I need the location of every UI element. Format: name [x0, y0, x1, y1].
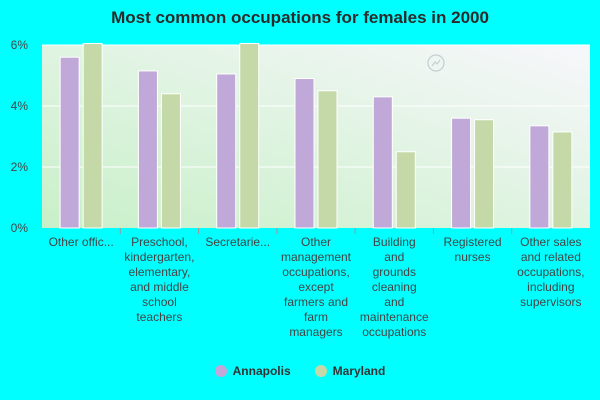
bar-maryland [160, 93, 181, 229]
city-data-watermark [427, 54, 445, 72]
y-tick-label: 0% [11, 221, 29, 235]
plot-area [42, 45, 590, 228]
legend-label-maryland: Maryland [332, 364, 386, 378]
bar-maryland [317, 90, 338, 229]
bar-annapolis [216, 73, 237, 229]
legend-item-annapolis: Annapolis [214, 364, 291, 378]
bar-maryland [82, 42, 103, 229]
bar-annapolis [59, 56, 80, 229]
legend-item-maryland: Maryland [314, 364, 386, 378]
legend-label-annapolis: Annapolis [232, 364, 291, 378]
x-tick-label: Other sales and related occupations, includ… [517, 235, 584, 309]
x-tick-label: Registered nurses [444, 235, 502, 264]
legend-swatch-annapolis [214, 365, 227, 377]
legend-swatch-maryland [314, 365, 327, 377]
chart-title: Most common occupations for females in 2… [111, 8, 489, 27]
y-tick-label: 2% [11, 160, 29, 174]
bar-maryland [552, 131, 573, 229]
bar-annapolis [137, 70, 158, 229]
x-tick-label: Secretarie... [205, 235, 270, 249]
x-tick-label: Building and grounds cleaning and maintenance… [360, 235, 429, 339]
bar-annapolis [529, 125, 550, 229]
bar-maryland [474, 119, 495, 229]
legend: Annapolis Maryland [0, 364, 600, 378]
x-tick-label: Other offic... [49, 235, 114, 249]
y-tick-label: 6% [11, 38, 29, 52]
y-tick-label: 4% [11, 99, 29, 113]
bar-maryland [239, 42, 260, 229]
bar-annapolis [451, 117, 472, 229]
bar-annapolis [294, 78, 315, 229]
bar-maryland [395, 151, 416, 229]
x-tick-label: Other management occupations, except farmers… [281, 235, 352, 339]
x-tick-label: Preschool, kindergarten, elementary, and mi… [124, 235, 194, 324]
bar-annapolis [372, 96, 393, 229]
